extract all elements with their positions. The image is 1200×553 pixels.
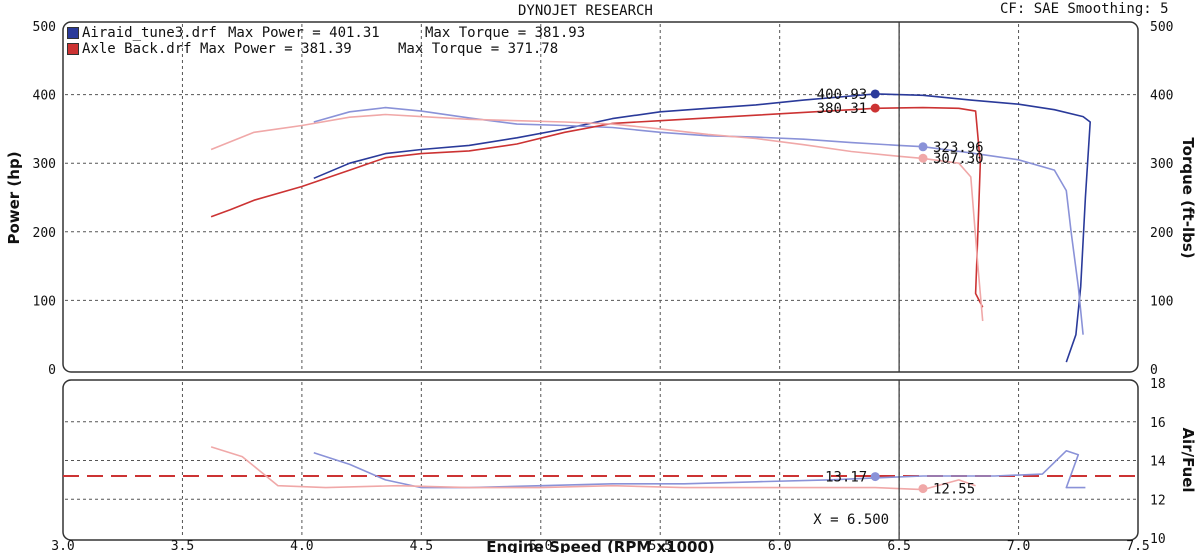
marker-label-power-torque-0: 400.93 <box>817 87 868 103</box>
y-tick-right-power-torque-500: 500 <box>1150 20 1173 35</box>
x-tick-5.5: 5.5 <box>648 539 671 553</box>
series-air-fuel-afr-1 <box>210 446 976 491</box>
marker-dot-power-torque-1 <box>870 103 880 113</box>
plot-frame-power-torque <box>62 21 1139 373</box>
y-tick-right-air-fuel-14: 14 <box>1150 455 1166 470</box>
marker-label-power-torque-2: 323.96 <box>933 140 984 156</box>
x-tick-6.0: 6.0 <box>768 539 791 553</box>
x-tick-5.0: 5.0 <box>529 539 552 553</box>
x-tick-4.0: 4.0 <box>290 539 313 553</box>
series-power-torque-torque-1 <box>313 106 1084 335</box>
y-tick-left-200: 200 <box>33 226 56 241</box>
x-tick-4.5: 4.5 <box>410 539 433 553</box>
legend-swatch-airaid[interactable] <box>67 27 79 39</box>
y-axis-label-air-fuel: Air/Fuel <box>1179 427 1197 492</box>
legend-run-axle-back: Axle Back.drf <box>82 41 192 57</box>
chart-title: DYNOJET RESEARCH <box>518 3 653 19</box>
marker-label-air-fuel-1: 12.55 <box>933 482 975 498</box>
y-tick-right-air-fuel-12: 12 <box>1150 493 1166 508</box>
x-tick-7.5: 7.5 <box>1126 539 1149 553</box>
y-tick-right-power-torque-400: 400 <box>1150 89 1173 104</box>
y-tick-left-400: 400 <box>33 89 56 104</box>
y-tick-right-power-torque-0: 0 <box>1150 363 1158 378</box>
y-tick-left-0: 0 <box>48 363 56 378</box>
x-tick-6.5: 6.5 <box>887 539 910 553</box>
marker-dot-power-torque-0 <box>870 89 880 99</box>
marker-dot-air-fuel-1 <box>918 484 928 494</box>
x-axis-label: Engine Speed (RPM x1000) <box>486 538 715 553</box>
legend-max-torque-axle-back: Max Torque = 371.78 <box>398 41 559 57</box>
marker-label-power-torque-3: 307.30 <box>933 151 984 167</box>
series-power-torque-power-2 <box>210 106 984 308</box>
cursor-label: X = 6.500 <box>813 512 889 528</box>
y-axis-label-power: Power (hp) <box>5 151 23 244</box>
legend-max-power-axle-back: Max Power = 381.39 <box>200 41 352 57</box>
y-tick-right-air-fuel-10: 10 <box>1150 532 1166 547</box>
marker-dot-power-torque-2 <box>918 142 928 152</box>
y-tick-right-power-torque-100: 100 <box>1150 294 1173 309</box>
y-tick-left-300: 300 <box>33 157 56 172</box>
legend-max-torque-airaid: Max Torque = 381.93 <box>425 25 586 41</box>
legend-swatch-axle-back[interactable] <box>67 43 79 55</box>
x-tick-3.0: 3.0 <box>51 539 74 553</box>
y-tick-right-power-torque-300: 300 <box>1150 157 1173 172</box>
y-tick-left-100: 100 <box>33 294 56 309</box>
y-tick-right-air-fuel-18: 18 <box>1150 377 1166 392</box>
series-power-torque-power-0 <box>313 93 1091 363</box>
marker-dot-power-torque-3 <box>918 153 928 163</box>
marker-label-power-torque-1: 380.31 <box>817 101 868 117</box>
x-tick-3.5: 3.5 <box>171 539 194 553</box>
legend-max-power-airaid: Max Power = 401.31 <box>228 25 380 41</box>
legend-run-airaid: Airaid_tune3.drf <box>82 25 217 41</box>
marker-label-air-fuel-0: 13.17 <box>825 470 867 486</box>
y-tick-left-500: 500 <box>33 20 56 35</box>
marker-dot-air-fuel-0 <box>870 472 880 482</box>
y-tick-right-power-torque-200: 200 <box>1150 226 1173 241</box>
y-tick-right-air-fuel-16: 16 <box>1150 416 1166 431</box>
series-power-torque-torque-3 <box>210 113 984 322</box>
settings-readout: CF: SAE Smoothing: 5 <box>1000 1 1169 17</box>
x-tick-7.0: 7.0 <box>1007 539 1030 553</box>
y-axis-label-torque: Torque (ft-lbs) <box>1179 137 1197 258</box>
